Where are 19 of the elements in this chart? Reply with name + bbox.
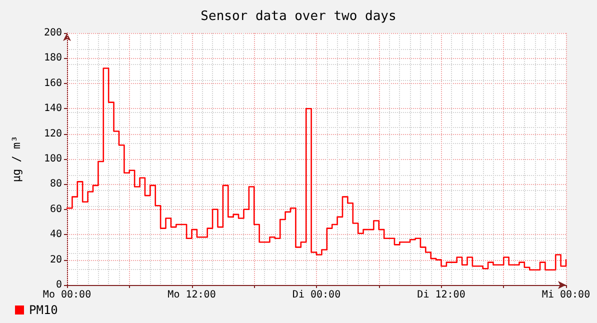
y-tick-label: 120: [44, 128, 62, 140]
y-tick-label: 200: [44, 28, 62, 38]
y-tick-label: 40: [50, 229, 62, 240]
x-tick-label: Di 00:00: [292, 290, 341, 300]
x-tick-label: Di 12:00: [417, 290, 466, 300]
chart-title: Sensor data over two days: [200, 9, 396, 24]
y-tick-label: 60: [50, 204, 62, 215]
y-tick-label: 20: [50, 254, 62, 266]
x-tick-label: Mo 00:00: [42, 290, 92, 300]
y-tick-label: 180: [44, 52, 62, 64]
y-tick-label: 140: [44, 103, 62, 114]
y-tick-label: 100: [44, 154, 62, 164]
x-tick-label: Mo 12:00: [168, 290, 216, 300]
y-tick-label: 160: [44, 78, 62, 89]
y-tick-label: 0: [56, 280, 62, 290]
y-tick-label: 80: [50, 178, 62, 190]
x-tick-label: Mi 00:00: [542, 290, 590, 300]
y-axis-title: µg / m³: [10, 136, 23, 182]
legend-label: PM10: [29, 303, 58, 317]
